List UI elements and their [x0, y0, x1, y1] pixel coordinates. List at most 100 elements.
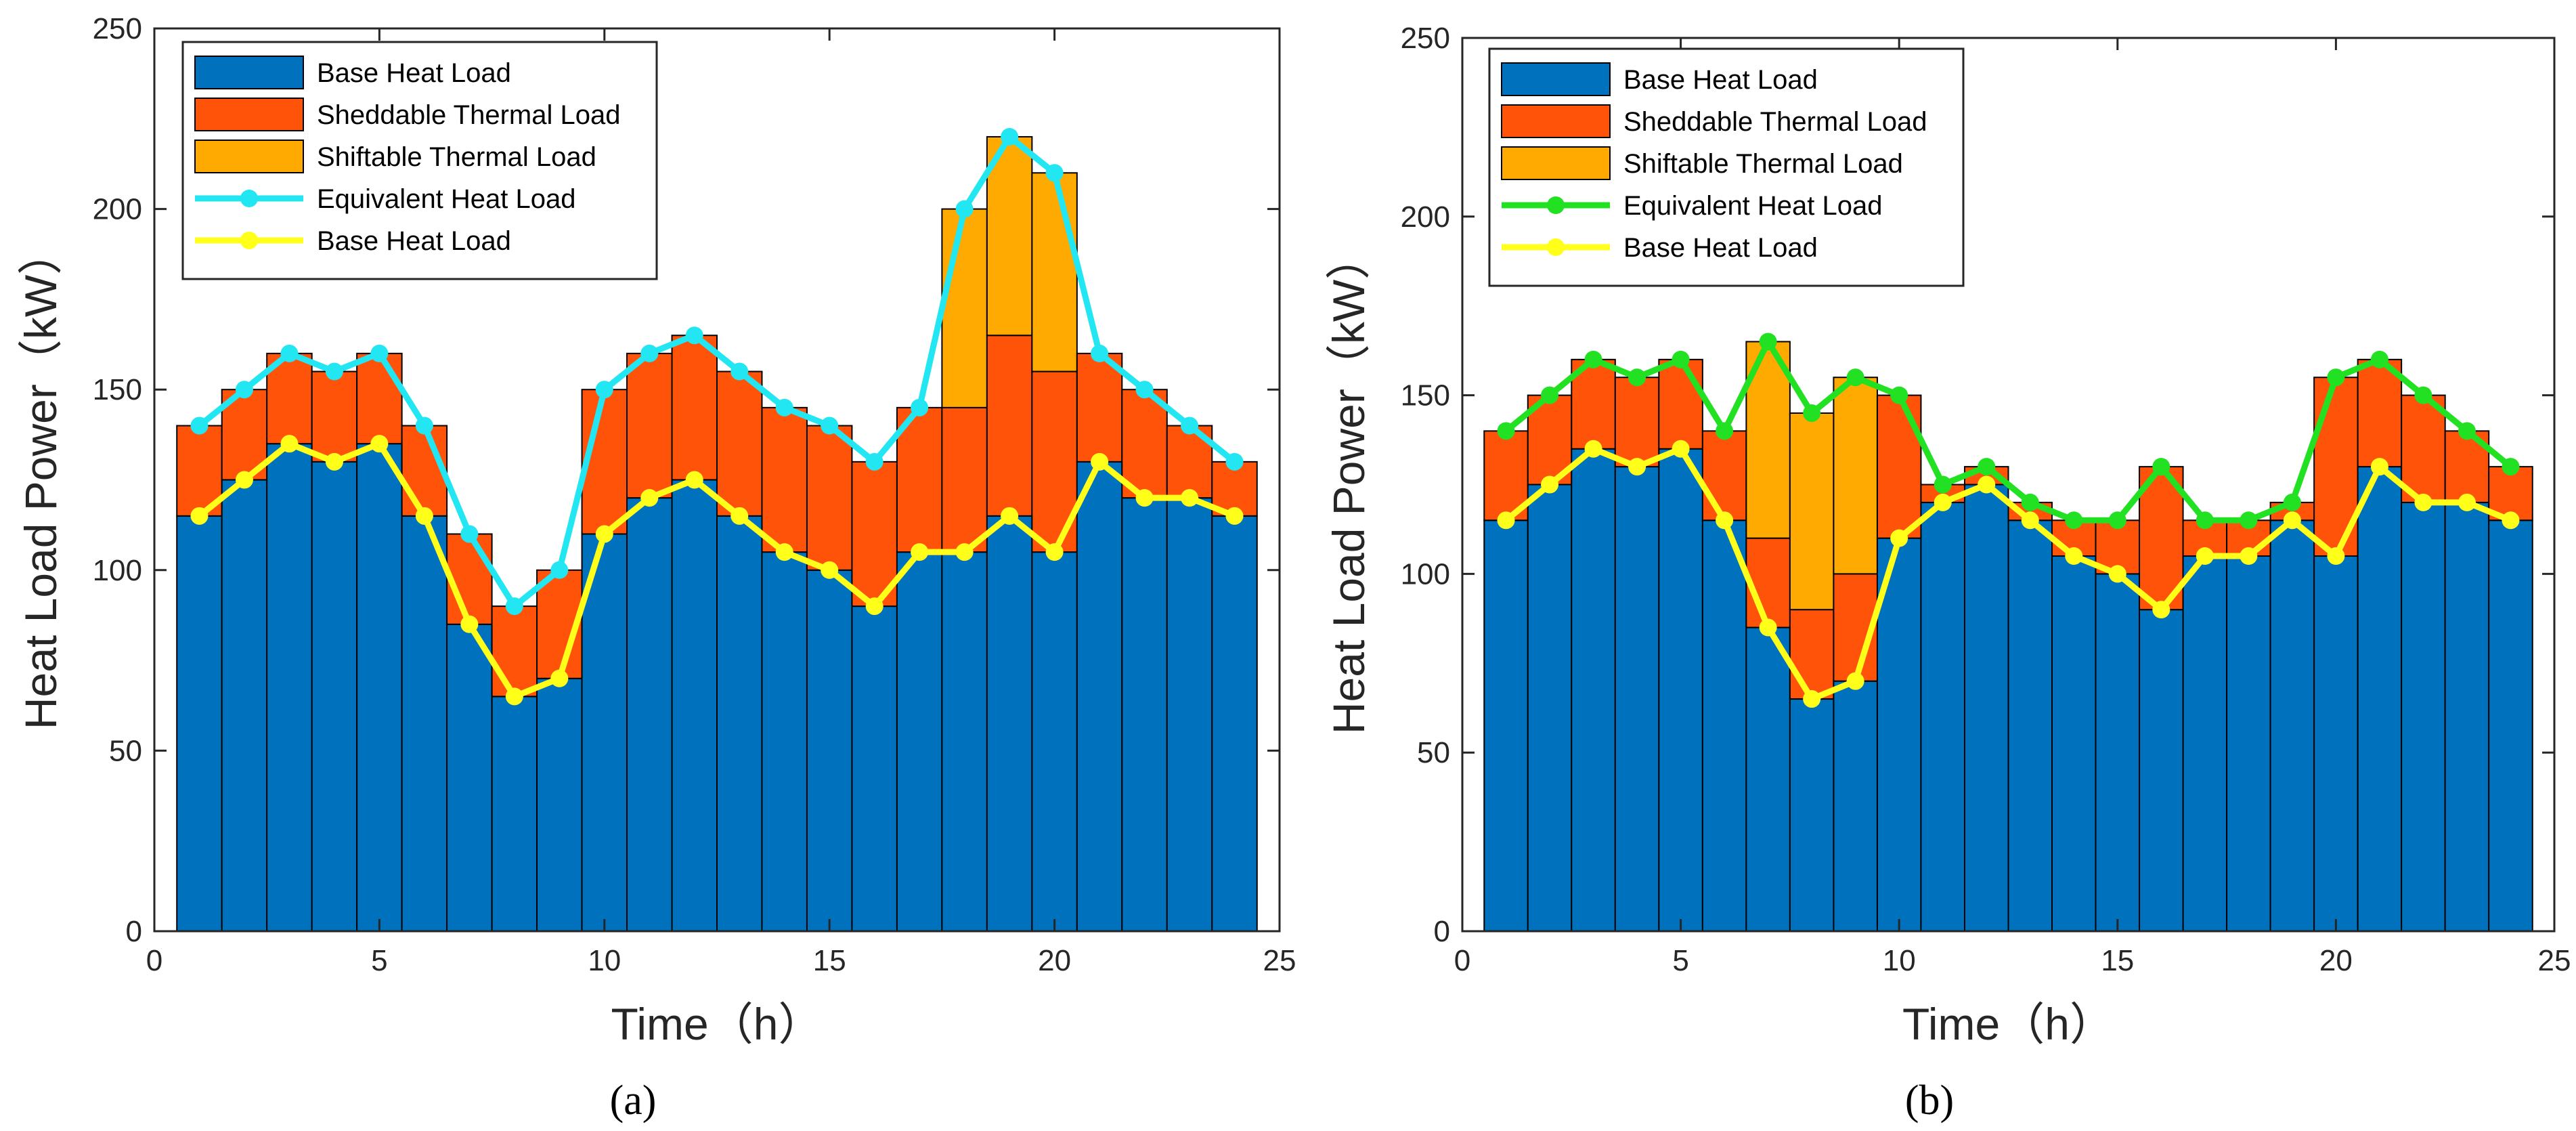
legend-swatch: [1501, 62, 1611, 96]
base-load-point: [1716, 511, 1734, 530]
equivalent-load-point: [685, 326, 703, 345]
equivalent-load-point: [280, 344, 299, 362]
x-tick-label: 25: [2538, 944, 2571, 977]
bar-base: [401, 515, 448, 932]
base-load-point: [1045, 543, 1064, 561]
bar-base: [986, 515, 1033, 932]
bar-sheddable: [1614, 377, 1660, 468]
x-axis-label: Time（h）: [611, 999, 823, 1049]
bar-base: [1076, 461, 1123, 932]
base-load-point: [1091, 452, 1109, 471]
equivalent-load-point: [2502, 458, 2520, 476]
bar-base: [671, 479, 718, 932]
legend-label: Equivalent Heat Load: [1623, 191, 1883, 221]
panel-label: (a): [610, 1077, 657, 1124]
y-tick-label: 250: [93, 12, 142, 45]
y-tick-label: 150: [1401, 379, 1450, 412]
equivalent-load-point: [1934, 475, 1952, 494]
x-tick-label: 0: [146, 944, 162, 977]
base-load-point: [1978, 475, 1996, 494]
base-load-point: [2196, 547, 2214, 566]
equivalent-load-point: [955, 200, 974, 218]
equivalent-load-point: [1181, 417, 1199, 435]
bar-base: [2401, 501, 2446, 932]
y-tick-label: 100: [1401, 557, 1450, 591]
base-load-point: [1541, 475, 1559, 494]
bar-base: [1614, 466, 1660, 932]
x-tick-label: 0: [1454, 944, 1470, 977]
base-load-point: [2152, 601, 2170, 619]
equivalent-load-point: [1541, 386, 1559, 404]
bar-base: [1571, 448, 1616, 932]
y-tick-label: 100: [93, 554, 142, 587]
equivalent-load-point: [911, 398, 929, 417]
equivalent-load-point: [2152, 458, 2170, 476]
y-axis-label: Heat Load Power（kW）: [16, 230, 66, 729]
equivalent-load-point: [1890, 386, 1908, 404]
bar-base: [2444, 501, 2490, 932]
x-tick-label: 15: [2101, 944, 2134, 977]
base-load-point: [550, 669, 569, 687]
bar-base: [2269, 519, 2315, 932]
bar-base: [356, 443, 403, 932]
bar-base: [1031, 551, 1078, 932]
bar-base: [2051, 555, 2097, 932]
base-load-point: [1135, 489, 1154, 507]
base-load-point: [1628, 458, 1646, 476]
bar-base: [1963, 484, 2009, 932]
equivalent-load-point: [1846, 368, 1864, 387]
bar-base: [311, 461, 358, 932]
bar-base: [446, 623, 493, 933]
y-axis-label: Heat Load Power（kW）: [1324, 235, 1374, 734]
legend-label: Shiftable Thermal Load: [317, 142, 596, 172]
base-load-point: [730, 507, 749, 525]
bar-sheddable: [986, 335, 1033, 517]
bar-sheddable: [1658, 358, 1703, 450]
bar-base: [1166, 497, 1213, 932]
base-load-point: [595, 525, 613, 543]
bar-base: [1211, 515, 1258, 932]
x-tick-label: 20: [2319, 944, 2353, 977]
bar-sheddable: [626, 352, 673, 499]
base-load-point: [235, 471, 253, 489]
equivalent-load-point: [2458, 422, 2476, 440]
equivalent-load-point: [190, 417, 209, 435]
base-load-point: [2458, 493, 2476, 511]
base-load-point: [685, 471, 703, 489]
bar-base: [1789, 698, 1835, 933]
axes-box: [153, 27, 1281, 933]
bar-base: [1745, 626, 1791, 932]
x-tick-label: 25: [1263, 944, 1296, 977]
equivalent-load-point: [1716, 422, 1734, 440]
legend: Base Heat Load Sheddable Thermal Load Shif…: [181, 41, 658, 280]
base-load-point: [325, 452, 343, 471]
equivalent-load-point: [1135, 381, 1154, 399]
equivalent-load-point: [2065, 511, 2083, 530]
base-load-point: [280, 435, 299, 453]
bar-sheddable: [1745, 537, 1791, 628]
bar-base: [2488, 519, 2533, 932]
equivalent-load-point: [2370, 350, 2388, 368]
bar-sheddable: [716, 370, 763, 517]
legend-marker: [1547, 238, 1565, 256]
bar-sheddable: [491, 605, 538, 698]
equivalent-load-point: [1045, 164, 1064, 182]
bar-sheddable: [356, 352, 403, 445]
bar-base: [266, 443, 313, 932]
base-load-point: [821, 561, 839, 579]
bar-base: [2313, 555, 2359, 932]
equivalent-load-point: [730, 362, 749, 381]
legend-marker: [240, 232, 258, 249]
bar-base: [1658, 448, 1703, 932]
y-tick-label: 0: [1434, 915, 1450, 948]
equivalent-load-point: [550, 561, 569, 579]
bar-sheddable: [941, 406, 988, 553]
base-load-point: [1672, 440, 1690, 458]
equivalent-load-point: [1225, 452, 1244, 471]
bar-base: [2226, 555, 2271, 932]
bar-sheddable: [1876, 394, 1922, 539]
bar-sheddable: [806, 425, 853, 571]
legend-swatch: [194, 140, 304, 173]
base-load-point: [370, 435, 389, 453]
equivalent-load-point: [2414, 386, 2432, 404]
